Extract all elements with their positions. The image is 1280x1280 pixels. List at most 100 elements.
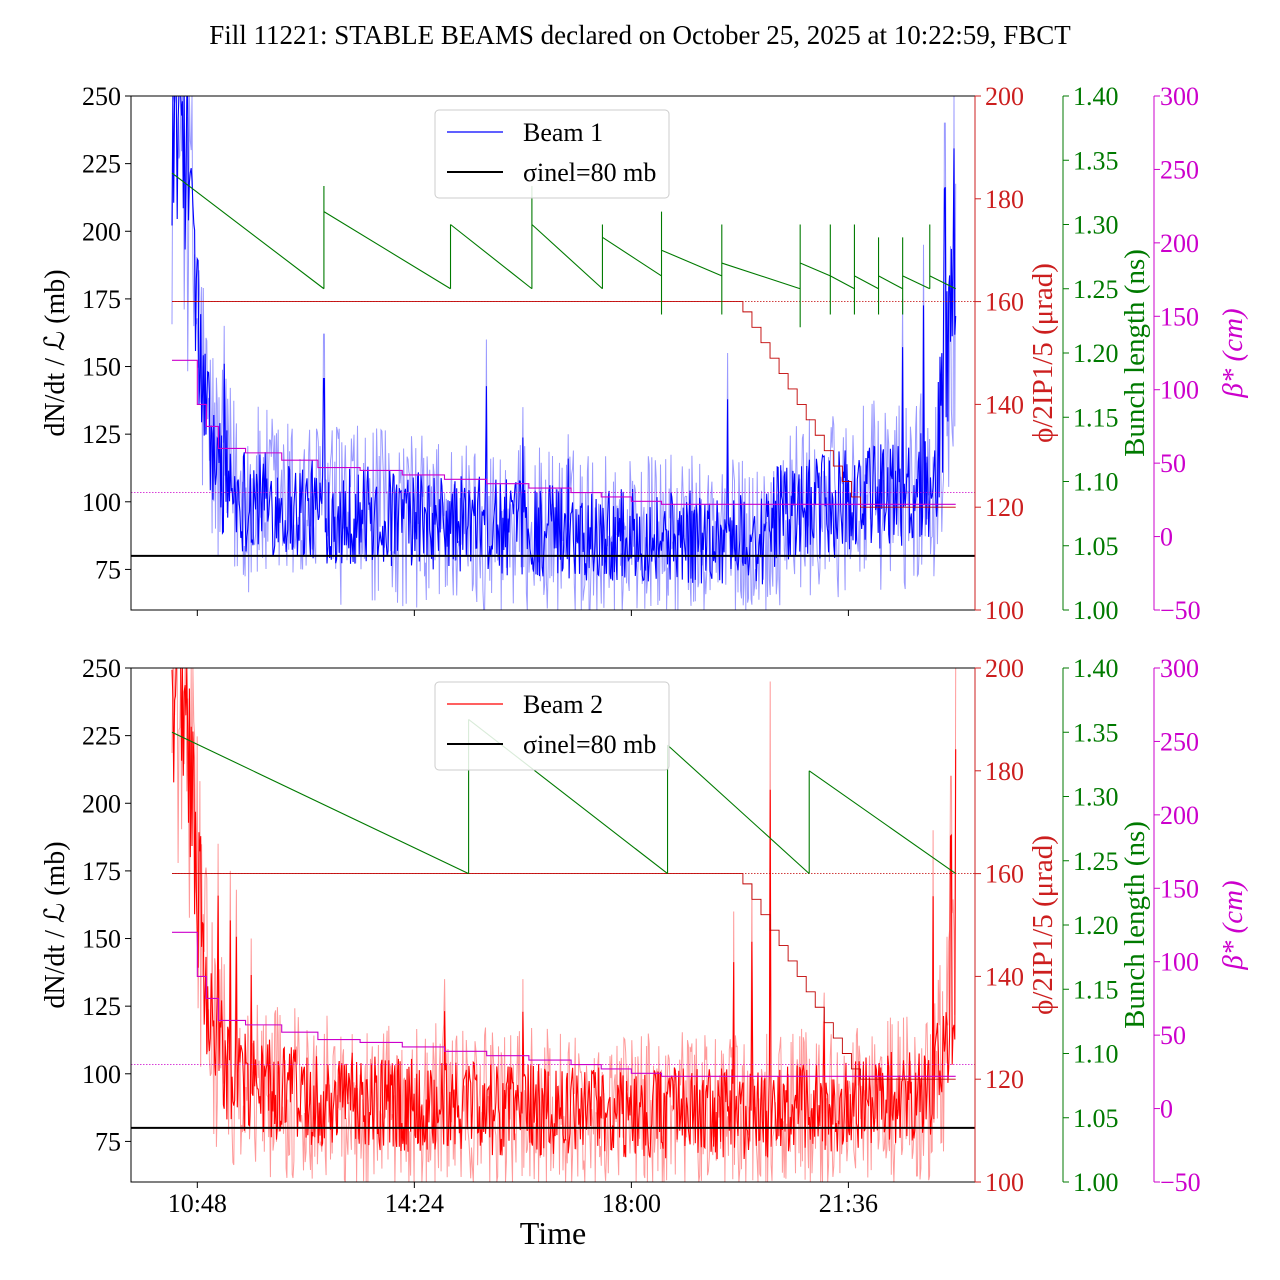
legend: Beam 2 σinel=80 mb [434,681,670,771]
x-axis-tick-label: 21:36 [819,1189,878,1218]
bunch-axis-tick-label: 1.40 [1073,654,1119,683]
plot-area [131,668,975,1182]
left-axis-tick-label: 75 [95,1127,121,1156]
bunch-axis-tick-label: 1.35 [1073,718,1119,747]
crossing-axis-label-text: ϕ/2IP1/5 (μrad) [1027,835,1059,1015]
beta-axis-tick-label: 200 [1160,229,1199,258]
left-axis-tick-label: 225 [82,722,121,751]
x-axis-tick-label: 10:48 [168,1189,227,1218]
left-axis-tick-label: 250 [82,654,121,683]
crossing-angle-series [171,873,956,1080]
beta-axis-tick-label: 0 [1160,523,1173,552]
bunch-axis-tick-label: 1.25 [1073,275,1119,304]
crossing-axis-tick-label: 100 [985,596,1024,625]
bunch-axis-tick-label: 1.15 [1073,403,1119,432]
beta-axis-label: β* (cm) [1217,880,1249,970]
crossing-axis-tick-label: 120 [985,493,1024,522]
bunch-axis-label: Bunch length (ns) [1119,249,1151,457]
left-axis-tick-label: 200 [82,789,121,818]
beta-axis-tick-label: 300 [1160,82,1199,111]
beam2-rate-series [171,668,957,1160]
beam1-rate-series [171,96,957,585]
x-axis-label: Time [520,1215,586,1251]
crossing-axis-label: ϕ/2IP1/5 (μrad) [1027,263,1059,443]
bunch-axis-tick-label: 1.00 [1073,596,1119,625]
crossing-angle-series [171,301,956,508]
beta-axis-label: β* (cm) [1217,308,1249,398]
left-axis-label: dN/dt / ℒ (mb) [40,841,71,1008]
x-axis-tick-label: 18:00 [602,1189,661,1218]
left-axis-tick-label: 225 [82,150,121,179]
crossing-axis-tick-label: 140 [985,962,1024,991]
left-axis-tick-label: 75 [95,555,121,584]
bunch-axis-tick-label: 1.05 [1073,1104,1119,1133]
bunch-axis-tick-label: 1.15 [1073,975,1119,1004]
crossing-axis-tick-label: 160 [985,288,1024,317]
bunch-axis-tick-label: 1.20 [1073,339,1119,368]
beta-axis-tick-label: 300 [1160,654,1199,683]
left-axis-label: dN/dt / ℒ (mb) [40,269,71,436]
bunch-axis-tick-label: 1.10 [1073,1040,1119,1069]
bunch-axis-label: Bunch length (ns) [1119,821,1151,1029]
left-axis-tick-label: 150 [82,353,121,382]
bunch-axis-tick-label: 1.40 [1073,82,1119,111]
bunch-axis-label-text: Bunch length (ns) [1119,249,1151,457]
panel-beam-2: 75 100 125 150 175 200 225 250 100 120 140 160 180 20… [40,654,1249,1251]
beta-axis-tick-label: 100 [1160,948,1199,977]
bunch-axis-tick-label: 1.25 [1073,847,1119,876]
beta-axis-label-text: β* (cm) [1217,308,1249,398]
left-axis-tick-label: 175 [82,285,121,314]
crossing-axis-tick-label: 100 [985,1168,1024,1197]
beta-axis-tick-label: 150 [1160,874,1199,903]
beta-axis-tick-label: 250 [1160,155,1199,184]
beta-axis-label-text: β* (cm) [1217,880,1249,970]
crossing-axis-tick-label: 140 [985,390,1024,419]
left-axis-tick-label: 125 [82,992,121,1021]
beta-axis-tick-label: 150 [1160,302,1199,331]
beta-star-series [171,359,956,505]
left-axis-label-text: dN/dt / ℒ (mb) [40,841,71,1008]
bunch-axis-tick-label: 1.35 [1073,146,1119,175]
beta-axis-tick-label: −50 [1160,1168,1201,1197]
left-axis-tick-label: 150 [82,925,121,954]
bunch-length-series [171,718,957,875]
beta-axis-tick-label: 50 [1160,449,1186,478]
legend-sigma-label: σinel=80 mb [523,158,656,187]
crossing-axis-tick-label: 160 [985,860,1024,889]
bunch-axis-tick-label: 1.10 [1073,468,1119,497]
bunch-length-series [171,172,956,328]
beta-axis-tick-label: 100 [1160,376,1199,405]
beta-axis-tick-label: 250 [1160,727,1199,756]
bunch-axis-tick-label: 1.05 [1073,532,1119,561]
x-axis-tick-label: 14:24 [385,1189,444,1218]
crossing-axis-label-text: ϕ/2IP1/5 (μrad) [1027,263,1059,443]
bunch-axis-tick-label: 1.00 [1073,1168,1119,1197]
panel-beam-1: 75 100 125 150 175 200 225 250 100 120 140 160 180 20… [40,82,1249,625]
left-axis-tick-label: 100 [82,488,121,517]
crossing-axis-tick-label: 180 [985,757,1024,786]
bunch-axis-tick-label: 1.30 [1073,211,1119,240]
left-axis-tick-label: 125 [82,420,121,449]
legend-beam-label: Beam 1 [523,118,603,147]
bunch-axis-tick-label: 1.30 [1073,783,1119,812]
legend-beam-label: Beam 2 [523,690,603,719]
left-axis-tick-label: 250 [82,82,121,111]
crossing-axis-tick-label: 200 [985,654,1024,683]
left-axis-label-text: dN/dt / ℒ (mb) [40,269,71,436]
bunch-axis-tick-label: 1.20 [1073,911,1119,940]
left-axis-tick-label: 100 [82,1060,121,1089]
crossing-axis-label: ϕ/2IP1/5 (μrad) [1027,835,1059,1015]
plot-area [131,96,975,610]
left-axis-tick-label: 175 [82,857,121,886]
left-axis-tick-label: 200 [82,217,121,246]
beta-axis-tick-label: 200 [1160,801,1199,830]
bunch-axis-label-text: Bunch length (ns) [1119,821,1151,1029]
legend: Beam 1 σinel=80 mb [434,109,670,199]
chart-title: Fill 11221: STABLE BEAMS declared on Oct… [209,20,1071,50]
beta-axis-tick-label: −50 [1160,596,1201,625]
beta-star-series [171,931,956,1077]
legend-sigma-label: σinel=80 mb [523,730,656,759]
crossing-axis-tick-label: 200 [985,82,1024,111]
crossing-axis-tick-label: 180 [985,185,1024,214]
